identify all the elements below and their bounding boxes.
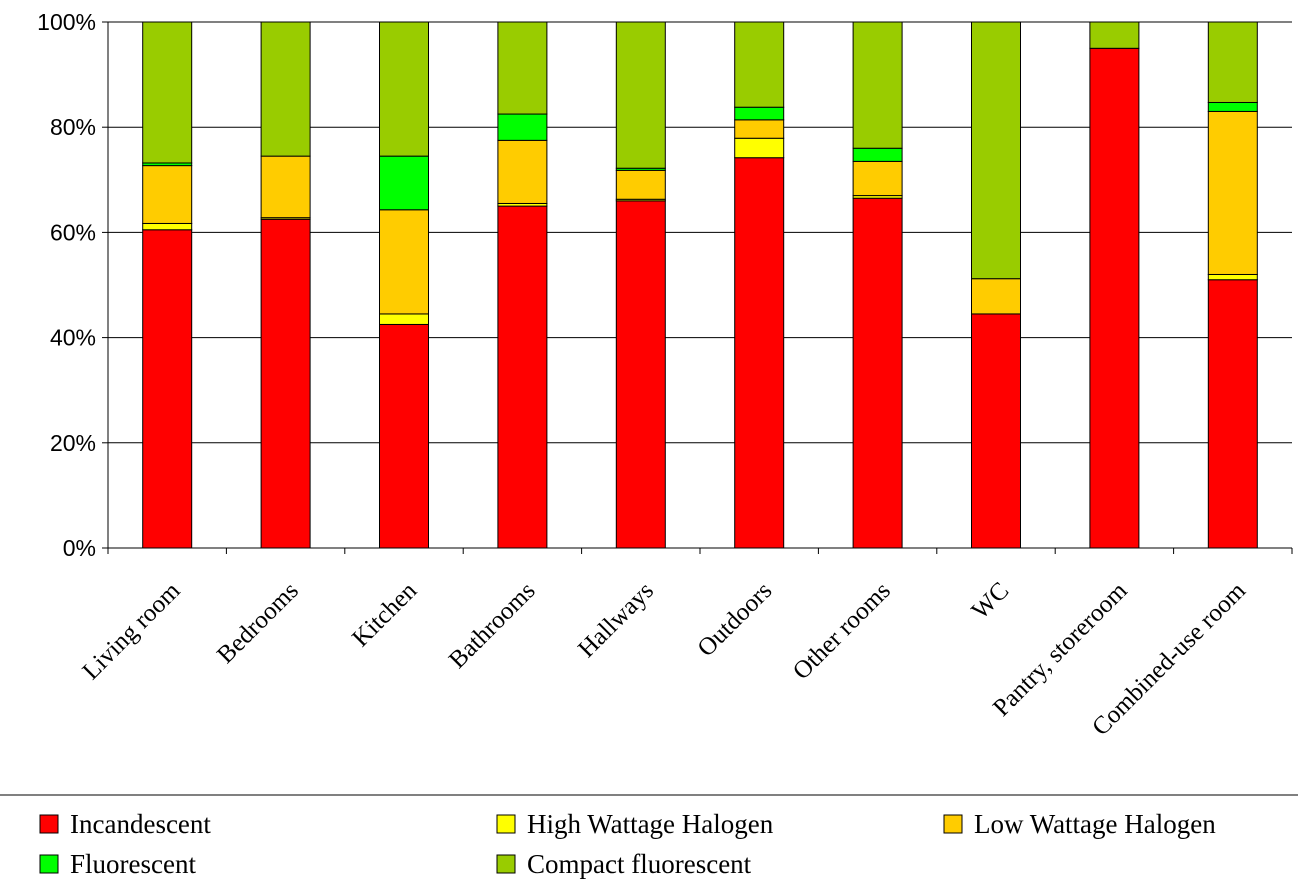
bar-segment: [497, 113, 548, 141]
bar-segment: [971, 21, 1021, 280]
bar-segment: [1089, 21, 1140, 49]
legend-swatch: [496, 854, 516, 874]
x-tick-label: Other rooms: [788, 577, 896, 685]
x-tick-label: Outdoors: [693, 577, 778, 662]
bar-segment: [260, 21, 311, 157]
bar-segment: [1089, 47, 1140, 549]
bar-segment: [379, 209, 429, 315]
bar-segment: [379, 21, 429, 157]
bars: [142, 21, 1258, 549]
bar-segment: [497, 205, 548, 549]
legend-swatch: [943, 814, 963, 834]
bar-segment: [1207, 279, 1258, 549]
bar-segment: [142, 21, 193, 164]
y-tick-label: 0%: [63, 535, 96, 561]
bar-segment: [379, 323, 429, 549]
bar-segment: [1207, 110, 1258, 275]
bar-segment: [260, 155, 311, 219]
bar-segment: [615, 200, 666, 549]
bar-segment: [497, 139, 548, 204]
y-axis-ticks: 0% 20% 40% 60% 80% 100%: [37, 9, 108, 561]
bar-segment: [852, 197, 903, 549]
bar-segment: [852, 160, 903, 197]
bar-segment: [971, 278, 1021, 315]
legend-label: Low Wattage Halogen: [974, 809, 1216, 839]
legend-label: Compact fluorescent: [527, 849, 752, 879]
legend-item: Incandescent: [39, 809, 211, 839]
bar-segment: [971, 313, 1021, 549]
bar-segment: [734, 157, 785, 549]
bar-segment: [734, 106, 785, 121]
bar-segment: [142, 229, 193, 549]
x-tick-label: WC: [967, 577, 1015, 625]
x-axis-ticks: Living room Bedrooms Kitchen Bathrooms Hallw…: [77, 548, 1293, 741]
bar-segment: [852, 147, 903, 162]
y-tick-label: 60%: [50, 219, 96, 245]
bar-segment: [852, 21, 903, 149]
bar-segment: [379, 313, 429, 325]
legend-label: Incandescent: [70, 809, 211, 839]
x-tick-label: Kitchen: [347, 577, 422, 652]
x-tick-label: Bedrooms: [212, 577, 304, 669]
bar-segment: [142, 165, 193, 224]
x-tick-label: Bathrooms: [444, 577, 541, 674]
legend-swatch: [39, 854, 59, 874]
y-tick-label: 100%: [37, 9, 96, 35]
legend-swatch: [496, 814, 516, 834]
bar-segment: [1207, 101, 1258, 112]
bar-segment: [734, 21, 785, 108]
y-tick-label: 40%: [50, 325, 96, 351]
y-tick-label: 20%: [50, 430, 96, 456]
x-tick-label: Living room: [77, 577, 185, 685]
legend-label: High Wattage Halogen: [527, 809, 774, 839]
bar-segment: [1207, 273, 1258, 281]
bar-segment: [142, 222, 193, 231]
bar-segment: [379, 155, 429, 211]
bar-segment: [615, 21, 666, 169]
legend-item: High Wattage Halogen: [496, 809, 774, 839]
bar-segment: [734, 137, 785, 159]
legend-swatch: [39, 814, 59, 834]
bar-segment: [1207, 21, 1258, 103]
bar-segment: [497, 21, 548, 115]
legend-item: Fluorescent: [39, 849, 196, 879]
legend-label: Fluorescent: [70, 849, 196, 879]
legend: Incandescent High Wattage Halogen Low Watt…: [39, 809, 1216, 879]
legend-item: Compact fluorescent: [496, 849, 752, 879]
bar-segment: [734, 119, 785, 139]
y-tick-label: 80%: [50, 114, 96, 140]
legend-item: Low Wattage Halogen: [943, 809, 1216, 839]
bar-segment: [615, 169, 666, 200]
bar-segment: [260, 218, 311, 549]
x-tick-label: Hallways: [573, 577, 659, 663]
